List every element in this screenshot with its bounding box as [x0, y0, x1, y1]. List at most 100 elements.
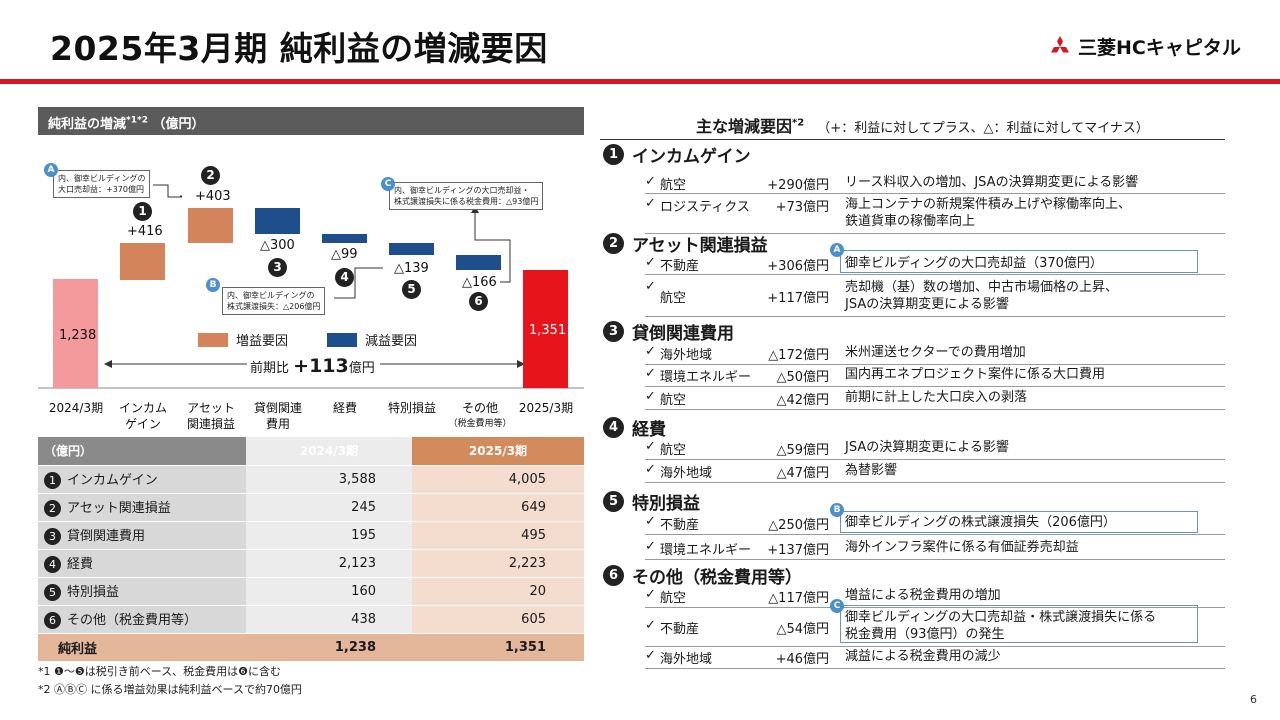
- highlight-b: [840, 511, 1198, 533]
- factor-description: 増益による税金費用の増加: [845, 587, 1001, 604]
- section-number: 5: [603, 491, 624, 512]
- factor-description: 減益による税金費用の減少: [845, 648, 1001, 665]
- factor-row: ✓ 航空 △42億円 前期に計上した大口戻入の剥落: [645, 389, 1225, 410]
- page-number: 6: [1250, 693, 1257, 706]
- factor-description-line1: 海上コンテナの新規案件積み上げや稼働率向上、: [845, 197, 1131, 212]
- left-panel-header-sup: *1*2: [126, 116, 148, 126]
- footnote-1: *1 ❶～❺は税引き前ベース、税金費用は❻に含む: [38, 663, 281, 679]
- factor-amount: +137億円: [767, 539, 829, 558]
- legend-decrease-swatch: [327, 333, 357, 347]
- row-number: 1: [44, 472, 61, 489]
- row-label-text: その他（税金費用等）: [67, 613, 197, 628]
- right-panel-title-sup: *2: [792, 118, 804, 129]
- value-label-others: △166: [462, 275, 497, 290]
- factor-amount: +290億円: [767, 174, 829, 193]
- value-label-expenses: △99: [331, 247, 358, 262]
- x-label-expenses: 経費: [310, 400, 380, 416]
- row-label-text: 特別損益: [67, 585, 119, 600]
- section-number: 3: [603, 321, 624, 342]
- row-number: 4: [44, 556, 61, 573]
- factor-amount: △54億円: [776, 618, 829, 637]
- factor-description: 国内再エネプロジェクト案件に係る大口費用: [845, 366, 1105, 383]
- footnote-2: *2 ⒶⒷⒸ に係る増益効果は純利益ベースで約70億円: [38, 681, 302, 697]
- x-label-special: 特別損益: [377, 400, 447, 416]
- check-icon: ✓: [645, 462, 656, 477]
- note-b: 内、御幸ビルディングの 株式譲渡損失：△206億円: [222, 287, 325, 315]
- table-total-label: 純利益: [38, 633, 246, 661]
- factor-segment: 環境エネルギー: [660, 539, 751, 558]
- table-cell-2024: 3,588: [246, 465, 412, 493]
- x-label-2025-l1: 2025/3期: [511, 400, 581, 416]
- note-b-line1: 内、御幸ビルディングの: [227, 290, 320, 301]
- profit-table: （億円） 2024/3期 2025/3期 1 インカムゲイン 3,588 4,00…: [38, 437, 584, 662]
- factor-description: 前期に計上した大口戻入の剥落: [845, 389, 1027, 406]
- table-total-row: 純利益 1,238 1,351: [38, 633, 584, 661]
- table-cell-2024: 160: [246, 577, 412, 605]
- check-icon: ✓: [645, 514, 656, 529]
- factor-description: JSAの決算期変更による影響: [845, 439, 1009, 456]
- note-a-line2: 大口売却益：+370億円: [58, 184, 145, 195]
- factor-amount: △172億円: [768, 344, 829, 363]
- check-icon: ✓: [645, 196, 656, 211]
- factor-description: リース料収入の増加、JSAの決算期変更による影響: [845, 174, 1138, 191]
- page-title: 2025年3月期 純利益の増減要因: [50, 22, 548, 70]
- table-cell-2024: 2,123: [246, 549, 412, 577]
- x-label-credit-l2: 費用: [243, 416, 313, 432]
- factor-amount: △42億円: [776, 389, 829, 408]
- factor-row: ✓ 航空 +117億円 売却機（基）数の増加、中古市場価格の上昇、 JSAの決算期…: [645, 279, 1225, 317]
- step-number-5: 5: [402, 280, 421, 299]
- factor-description: 米州運送セクターでの費用増加: [845, 344, 1026, 361]
- logo-text: 三菱HCキャピタル: [1078, 33, 1241, 60]
- table-row: 4 経費 2,123 2,223: [38, 549, 584, 577]
- section-title: 特別損益: [632, 489, 700, 514]
- row-number: 5: [44, 584, 61, 601]
- legend-decrease-label: 減益要因: [365, 330, 417, 349]
- table-cell-2025: 605: [412, 605, 584, 633]
- x-label-others-small: （税金費用等）: [440, 416, 520, 432]
- note-a: 内、御幸ビルディングの 大口売却益：+370億円: [53, 170, 150, 198]
- comparison-prefix: 前期比: [250, 361, 289, 376]
- table-cell-2025: 20: [412, 577, 584, 605]
- value-label-asset: +403: [195, 189, 231, 204]
- table-cell-2024: 245: [246, 493, 412, 521]
- factor-segment: 航空: [660, 587, 686, 606]
- check-icon: ✓: [645, 344, 656, 359]
- section-title: 経費: [632, 415, 666, 440]
- x-label-others: その他 （税金費用等）: [440, 400, 520, 432]
- table-unit: （億円）: [38, 437, 246, 465]
- comparison-label: 前期比 +113億円: [250, 355, 375, 377]
- x-label-2024: 2024/3期: [41, 400, 111, 416]
- x-label-special-l1: 特別損益: [377, 400, 447, 416]
- factor-segment: 航空: [660, 287, 686, 306]
- bar-end-2025: [523, 270, 568, 388]
- factor-row: ✓ 海外地域 △47億円 為替影響: [645, 462, 1225, 483]
- table-row-label: 2 アセット関連損益: [38, 493, 246, 521]
- step-number-3: 3: [268, 258, 287, 277]
- check-icon: ✓: [645, 618, 656, 633]
- left-panel-header-unit: （億円）: [152, 117, 204, 132]
- table-total-2025: 1,351: [412, 633, 584, 661]
- table-row-label: 6 その他（税金費用等）: [38, 605, 246, 633]
- value-label-end: 1,351: [529, 323, 566, 338]
- factor-amount: +73億円: [776, 196, 829, 215]
- table-cell-2025: 649: [412, 493, 584, 521]
- note-c: 内、御幸ビルディングの大口売却益・ 株式譲渡損失に係る税金費用：△93億円: [389, 182, 543, 210]
- legend-increase: 増益要因: [198, 330, 288, 349]
- section-title: その他（税金費用等）: [632, 563, 802, 588]
- step-number-6: 6: [469, 292, 488, 311]
- legend-increase-swatch: [198, 333, 228, 347]
- step-number-2: 2: [201, 166, 220, 185]
- table-row: 5 特別損益 160 20: [38, 577, 584, 605]
- factor-amount: +306億円: [767, 255, 829, 274]
- table-header-row: （億円） 2024/3期 2025/3期: [38, 437, 584, 465]
- x-label-2025: 2025/3期: [511, 400, 581, 416]
- comparison-value: +113: [293, 355, 349, 377]
- row-label-text: 貸倒関連費用: [67, 529, 145, 544]
- check-icon: ✓: [645, 439, 656, 454]
- bar-income-gain: [120, 243, 165, 280]
- highlight-a: [840, 250, 1198, 273]
- factor-description-line1: 売却機（基）数の増加、中古市場価格の上昇、: [845, 280, 1118, 295]
- row-number: 6: [44, 612, 61, 629]
- factor-description-line2: JSAの決算期変更による影響: [845, 297, 1009, 312]
- factor-row: ✓ 航空 △59億円 JSAの決算期変更による影響: [645, 439, 1225, 460]
